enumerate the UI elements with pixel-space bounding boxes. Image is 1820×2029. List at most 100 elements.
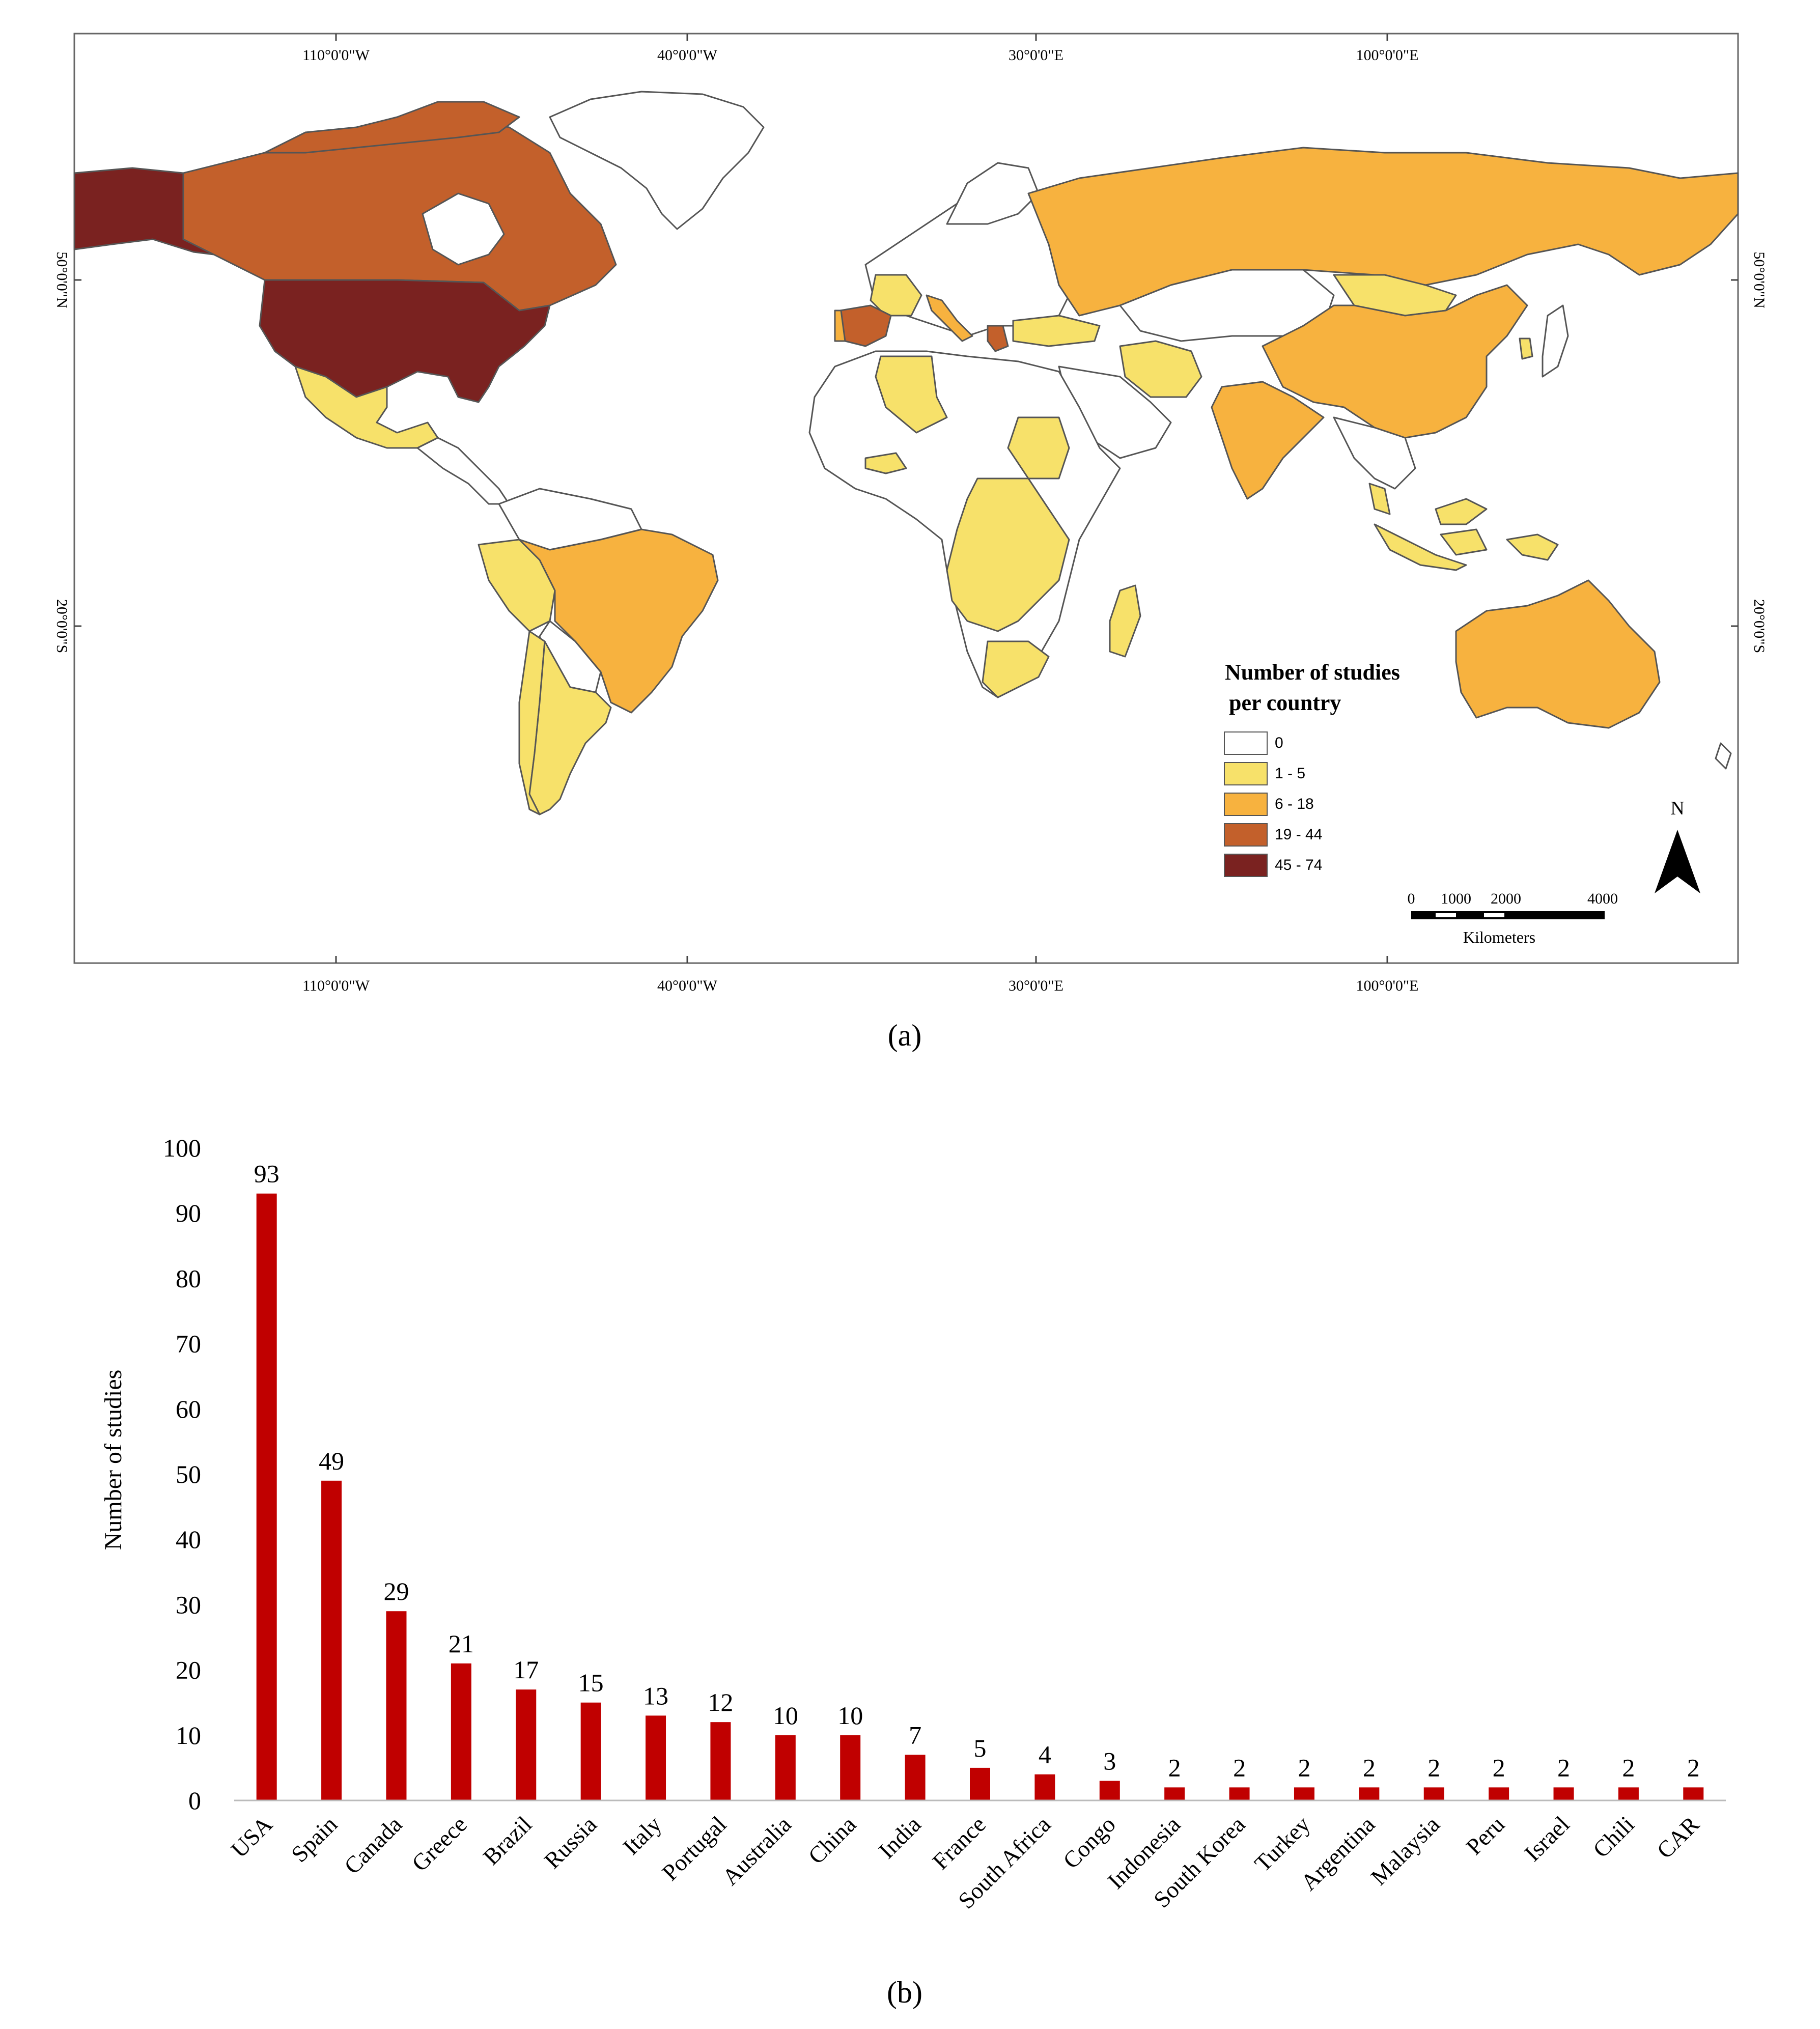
sudan-shape [1007, 416, 1070, 480]
world-map: 110°0'0"W 40°0'0"W 30°0'0"E 100°0'0"E 11… [53, 33, 1768, 994]
scandinavia-shape [946, 162, 1040, 225]
japan-shape [1542, 304, 1569, 378]
chart-caption: (b) [887, 1976, 922, 2009]
legend-row-1: 1 - 5 [1224, 762, 1305, 786]
data-label-argentina: 2 [1363, 1753, 1376, 1782]
map-caption: (a) [887, 1019, 922, 1052]
x-tick-label-greece: Greece [407, 1811, 472, 1876]
y-tick-label: 80 [176, 1264, 201, 1292]
scale-tick-4000: 4000 [1587, 890, 1618, 907]
data-label-brazil: 17 [513, 1655, 539, 1684]
data-label-greece: 21 [449, 1629, 474, 1658]
right-lat-label-1: 50°0'0"N [1751, 251, 1768, 308]
x-tick-label-malaysia: Malaysia [1366, 1811, 1445, 1890]
data-label-israel: 2 [1557, 1753, 1570, 1782]
data-label-russia: 15 [578, 1669, 604, 1697]
south-africa-shape [982, 640, 1050, 698]
algeria-shape [875, 355, 948, 434]
mexico-shape [294, 365, 439, 449]
india-shape [1211, 381, 1325, 500]
x-tick-label-peru: Peru [1461, 1811, 1510, 1860]
bar-malaysia [1423, 1787, 1444, 1800]
y-axis-title: Number of studies [100, 1370, 127, 1551]
bar-portugal [710, 1722, 731, 1800]
x-tick-label-chili: Chili [1588, 1811, 1639, 1863]
data-label-spain: 49 [319, 1447, 344, 1475]
turkey-shape [1012, 315, 1101, 347]
scale-tick-0: 0 [1408, 890, 1415, 907]
legend-swatch-4 [1224, 854, 1268, 877]
x-tick-label-usa: USA [226, 1811, 277, 1863]
data-label-congo: 3 [1103, 1747, 1116, 1776]
y-tick-label: 10 [176, 1721, 201, 1750]
bar-italy [646, 1715, 666, 1800]
legend-row-2: 6 - 18 [1224, 792, 1314, 816]
data-label-usa: 93 [254, 1160, 279, 1188]
left-lat-label-2: 20°0'0"S [53, 599, 70, 653]
legend-swatch-0 [1224, 731, 1268, 755]
map-ticks [74, 34, 1738, 963]
new-zealand-shape [1715, 742, 1732, 770]
bottom-lon-label-4: 100°0'0"E [1356, 977, 1419, 994]
top-lon-label-4: 100°0'0"E [1356, 47, 1419, 64]
y-tick-label: 30 [176, 1590, 201, 1619]
north-label: N [1670, 798, 1684, 819]
greece-shape [987, 325, 1009, 352]
bar-spain [321, 1480, 342, 1800]
legend-label-0: 0 [1275, 735, 1283, 751]
x-tick-label-china: China [803, 1811, 861, 1869]
china-shape [1262, 284, 1528, 439]
bar-congo [1099, 1781, 1120, 1800]
data-label-south-africa: 4 [1039, 1740, 1051, 1769]
bar-car [1683, 1787, 1704, 1800]
y-tick-label: 0 [188, 1786, 201, 1815]
data-label-portugal: 12 [708, 1688, 733, 1716]
france-shape [870, 274, 922, 317]
malaysia-shape [1368, 483, 1488, 525]
legend-title-line2: per country [1229, 690, 1341, 715]
x-tick-label-congo: Congo [1058, 1811, 1121, 1874]
bar-india [905, 1755, 926, 1800]
italy-shape [926, 294, 973, 342]
x-tick-label-brazil: Brazil [478, 1811, 537, 1870]
data-label-china: 10 [837, 1701, 863, 1730]
bar-usa [256, 1193, 277, 1800]
bars: 93 49 29 21 17 15 13 12 10 10 7 5 4 3 2 2 2 2 2 2 2 2 2 [254, 1160, 1704, 1800]
scale-bar: 0 1000 2000 4000 Kilometers [1408, 890, 1618, 946]
north-arrow-icon [1655, 830, 1700, 893]
data-label-chili: 2 [1622, 1753, 1635, 1782]
data-label-italy: 13 [643, 1681, 668, 1710]
bottom-lon-label-2: 40°0'0"W [657, 977, 718, 994]
bar-russia [580, 1702, 601, 1800]
bar-france [970, 1767, 990, 1800]
iran-shape [1119, 340, 1202, 398]
data-label-car: 2 [1687, 1753, 1700, 1782]
bottom-lon-label-3: 30°0'0"E [1009, 977, 1063, 994]
top-lon-label-3: 30°0'0"E [1009, 47, 1063, 64]
data-label-canada: 29 [383, 1577, 409, 1605]
x-tick-label-israel: Israel [1519, 1811, 1574, 1866]
southeast-asia-shape [1333, 416, 1416, 490]
data-label-south-korea: 2 [1233, 1753, 1246, 1782]
x-tick-label-india: India [874, 1811, 926, 1864]
bar-chart: 0 10 20 30 40 50 60 70 80 90 100 93 49 29 21 17 15 13 12 1… [100, 1134, 1726, 1913]
data-label-indonesia: 2 [1168, 1753, 1181, 1782]
madagascar-shape [1109, 584, 1141, 658]
hudson-bay-shape [422, 192, 505, 266]
legend-label-3: 19 - 44 [1275, 826, 1323, 843]
central-america-shape [416, 437, 510, 505]
bar-canada [386, 1611, 407, 1800]
scale-tick-2000: 2000 [1491, 890, 1521, 907]
bar-brazil [516, 1689, 537, 1800]
west-africa-highlight-shape [864, 452, 907, 474]
data-label-france: 5 [974, 1734, 987, 1762]
y-tick-label: 40 [176, 1525, 201, 1554]
legend-label-4: 45 - 74 [1275, 857, 1323, 873]
central-africa-shape [946, 477, 1070, 632]
legend-label-1: 1 - 5 [1275, 765, 1306, 782]
y-axis: 0 10 20 30 40 50 60 70 80 90 100 [163, 1134, 201, 1815]
legend-row-4: 45 - 74 [1224, 853, 1322, 878]
argentina-shape [528, 640, 612, 815]
x-tick-label-france: France [928, 1811, 991, 1875]
